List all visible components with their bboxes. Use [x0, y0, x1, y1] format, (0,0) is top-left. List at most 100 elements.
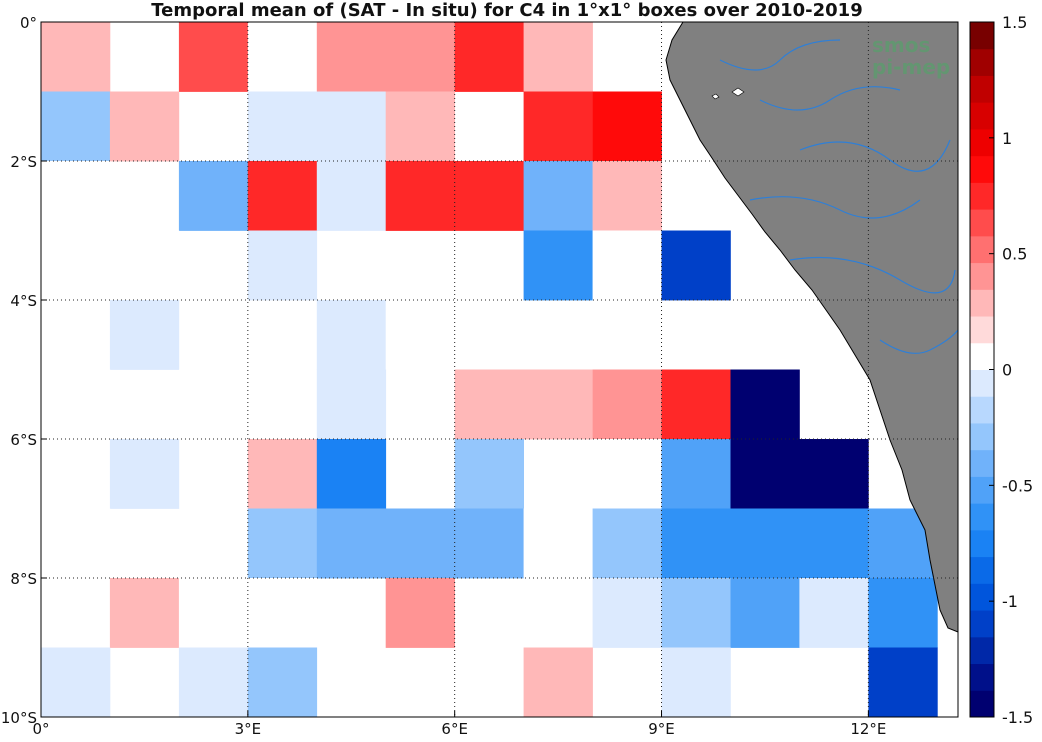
heatmap-cell-63	[592, 578, 662, 648]
colorbar-segment-21	[970, 128, 994, 157]
colorbar-segment-24	[970, 48, 994, 76]
heatmap-cell-32	[178, 369, 249, 440]
colorbar-segment-13	[970, 342, 994, 370]
x-tick-label-2: 6°E	[441, 720, 468, 738]
heatmap-cell-50	[385, 508, 455, 579]
heatmap-cell-59	[178, 578, 249, 648]
heatmap-cell-9	[247, 91, 318, 162]
smos-pimep-logo: smos pi-mep	[872, 34, 950, 78]
x-tick-label-0: 0°	[32, 720, 49, 738]
heatmap-cell-16	[247, 161, 318, 231]
colorbar-tick-label-0: 1.5	[1002, 13, 1027, 32]
colorbar-segment-16	[970, 262, 994, 290]
heatmap-cell-41	[316, 439, 387, 509]
colorbar: 1.5 1 0.5 0 -0.5 -1 -1.5	[969, 13, 1033, 727]
chart-title: Temporal mean of (SAT - In situ) for C4 …	[151, 0, 862, 21]
heatmap-cell-12	[523, 91, 593, 162]
logo-line-1: smos	[872, 33, 931, 57]
heatmap-cell-45	[730, 439, 800, 509]
colorbar-tick-label-4: -0.5	[1002, 476, 1033, 495]
x-tick-label-1: 3°E	[235, 720, 262, 738]
heatmap-cell-61	[385, 578, 455, 648]
y-axis-ticks: 0° 2°S 4°S 6°S 8°S 10°S	[1, 14, 47, 727]
heatmap-cell-13	[592, 91, 662, 162]
heatmap-cell-23	[109, 230, 180, 301]
heatmap-cell-26	[592, 230, 662, 301]
heatmap-cell-6	[523, 22, 593, 92]
plot-frame	[40, 21, 959, 718]
heatmap-cell-10	[316, 91, 387, 162]
river-2	[749, 196, 921, 219]
heatmap-cell-31	[41, 369, 111, 440]
heatmap-cell-46	[799, 439, 869, 509]
river-3	[799, 139, 951, 172]
colorbar-segment-8	[970, 476, 994, 504]
heatmap-cell-55	[730, 508, 800, 579]
colorbar-segment-10	[970, 422, 994, 451]
colorbar-tick-label-1: 1	[1002, 129, 1012, 148]
heatmap-cell-64	[661, 578, 731, 648]
colorbar-segment-6	[970, 529, 994, 558]
y-tick-label-3: 6°S	[10, 431, 37, 449]
heatmap-cell-24	[247, 230, 318, 301]
heatmap-cell-34	[454, 369, 524, 440]
y-tick-label-0: 0°	[20, 14, 37, 32]
colorbar-tick-label-5: -1	[1002, 592, 1018, 611]
colorbar-segment-25	[970, 22, 994, 50]
colorbar-segment-4	[970, 583, 994, 611]
heatmap-cell-68	[41, 647, 111, 718]
heatmap-cell-25	[523, 230, 593, 301]
heatmap-cell-11	[385, 91, 455, 162]
heatmap-cell-37	[661, 369, 731, 440]
land-mask	[665, 21, 959, 633]
heatmap-cell-40	[247, 439, 318, 509]
river-1	[719, 39, 841, 71]
heatmap-cell-52	[523, 508, 593, 579]
heatmap-cell-17	[316, 161, 387, 231]
heatmap-cell-65	[730, 578, 800, 648]
heatmap-cell-43	[592, 439, 662, 509]
heatmap-cell-35	[523, 369, 593, 440]
logo-line-2: pi-mep	[872, 55, 951, 79]
heatmap-cell-27	[661, 230, 731, 301]
grid-lines	[41, 22, 958, 717]
colorbar-segment-20	[970, 155, 994, 183]
colorbar-segment-22	[970, 102, 994, 130]
heatmap-cell-19	[454, 161, 524, 231]
colorbar-segment-3	[970, 610, 994, 638]
heatmap-cell-39	[109, 439, 180, 509]
colorbar-tick-label-6: -1.5	[1002, 708, 1033, 727]
x-axis-ticks: 0° 3°E 6°E 9°E 12°E	[32, 711, 886, 738]
river-6	[759, 86, 901, 111]
heatmap-cell-15	[178, 161, 249, 231]
colorbar-segment-0	[970, 690, 994, 718]
colorbar-segment-5	[970, 556, 994, 584]
heatmap-cell-60	[247, 578, 318, 648]
heatmap-cell-21	[592, 161, 662, 231]
colorbar-segment-7	[970, 503, 994, 531]
heatmap-cell-18	[385, 161, 455, 231]
river-5	[879, 329, 959, 354]
y-tick-label-2: 4°S	[10, 292, 37, 310]
colorbar-segment-23	[970, 75, 994, 103]
heatmap-cell-20	[523, 161, 593, 231]
heatmap-cell-42	[454, 439, 524, 509]
heatmap-cell-70	[247, 647, 318, 718]
heatmap-cell-67	[868, 578, 938, 648]
heatmap-cell-30	[385, 300, 455, 370]
colorbar-segment-17	[970, 235, 994, 264]
colorbar-tick-label-2: 0.5	[1002, 245, 1027, 264]
colorbar-segment-12	[970, 369, 994, 397]
heatmap-cell-66	[799, 578, 869, 648]
heatmap-cell-47	[41, 508, 111, 579]
heatmap-cell-44	[661, 439, 731, 509]
heatmap-cell-51	[454, 508, 524, 579]
heatmap-cell-48	[247, 508, 318, 579]
colorbar-segment-19	[970, 182, 994, 210]
colorbar-segment-11	[970, 396, 994, 424]
heatmap-cell-71	[523, 647, 593, 718]
heatmap-cell-2	[247, 22, 318, 92]
heatmap-cell-58	[109, 578, 180, 648]
colorbar-segment-2	[970, 636, 994, 665]
heatmap-cell-28	[109, 300, 180, 370]
